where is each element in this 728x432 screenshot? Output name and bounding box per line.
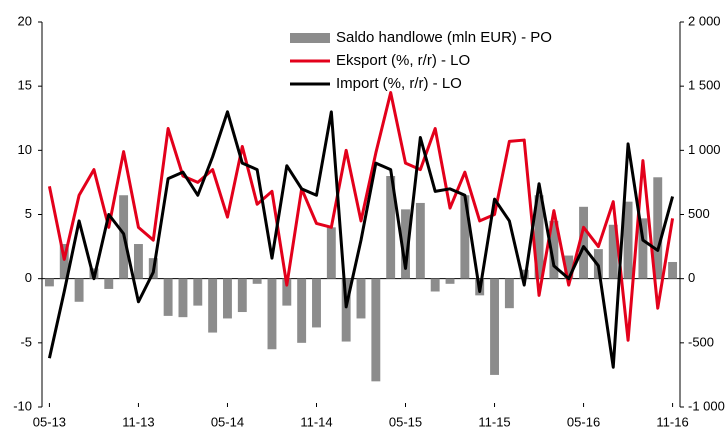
bar xyxy=(445,278,455,284)
y-tick-label: -10 xyxy=(13,398,32,413)
x-tick-label: 05-14 xyxy=(211,414,244,429)
bar xyxy=(504,278,514,309)
x-tick-label: 05-13 xyxy=(33,414,66,429)
line xyxy=(47,110,675,369)
bar xyxy=(608,224,618,279)
bar xyxy=(341,278,351,342)
y2-tick-label: 1 000 xyxy=(688,142,721,157)
bar xyxy=(371,278,381,382)
bar xyxy=(59,244,69,279)
bar xyxy=(490,278,499,375)
legend-label: Import (%, r/r) - LO xyxy=(336,75,462,92)
bar xyxy=(312,278,321,328)
x-tick-label: 05-16 xyxy=(567,414,600,429)
legend-label: Eksport (%, r/r) - LO xyxy=(336,52,470,69)
line xyxy=(47,91,675,342)
bar xyxy=(430,278,440,292)
bar xyxy=(386,176,396,279)
bar xyxy=(653,177,663,279)
bar xyxy=(638,218,648,279)
x-tick-label: 11-13 xyxy=(122,414,154,429)
y2-tick-label: 2 000 xyxy=(688,13,721,28)
bar xyxy=(549,220,559,279)
bar xyxy=(579,206,589,279)
bar xyxy=(267,278,277,350)
bar xyxy=(534,195,544,279)
bar xyxy=(282,278,292,306)
x-tick-label: 05-15 xyxy=(389,414,422,429)
bar xyxy=(401,209,410,279)
bar xyxy=(237,278,247,313)
bar xyxy=(326,227,336,279)
bar xyxy=(163,278,173,316)
legend-swatch xyxy=(290,33,330,43)
bar xyxy=(193,278,203,306)
y-tick-label: 0 xyxy=(25,270,32,285)
bar xyxy=(208,278,218,333)
y-tick-label: -5 xyxy=(20,334,32,349)
bar xyxy=(519,269,529,279)
bar xyxy=(133,244,143,279)
bar xyxy=(415,202,425,279)
y-tick-label: 5 xyxy=(25,206,32,221)
y2-tick-label: 0 xyxy=(688,270,695,285)
bar xyxy=(252,278,262,284)
y-tick-label: 15 xyxy=(18,78,32,93)
legend-label: Saldo handlowe (mln EUR) - PO xyxy=(336,29,552,46)
x-tick-label: 11-14 xyxy=(300,414,332,429)
x-tick-label: 11-16 xyxy=(656,414,688,429)
bar xyxy=(297,278,307,343)
y2-tick-label: 500 xyxy=(688,206,710,221)
bar xyxy=(356,278,366,319)
x-tick-label: 11-15 xyxy=(478,414,510,429)
bar xyxy=(178,278,188,318)
bar xyxy=(668,261,678,279)
y2-tick-label: 1 500 xyxy=(688,78,721,93)
bar xyxy=(623,201,633,279)
bar xyxy=(460,195,470,279)
y2-tick-label: -1 000 xyxy=(688,398,725,413)
y-tick-label: 10 xyxy=(18,142,32,157)
y-tick-label: 20 xyxy=(18,13,32,28)
bar xyxy=(74,278,84,302)
bar xyxy=(104,278,114,289)
y2-tick-label: -500 xyxy=(688,334,714,349)
bar xyxy=(44,278,54,287)
bar xyxy=(564,255,574,279)
bar xyxy=(223,278,232,319)
